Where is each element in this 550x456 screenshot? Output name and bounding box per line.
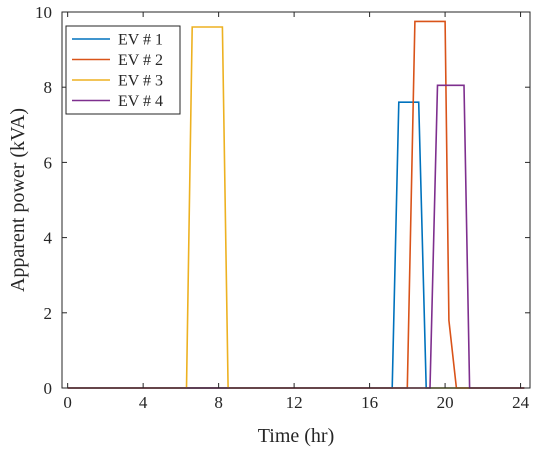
x-tick-label: 20 (437, 393, 454, 412)
plot-frame (61, 11, 531, 389)
legend-label-ev-2: EV # 2 (118, 52, 163, 69)
x-tick-label: 8 (214, 393, 223, 412)
x-tick-label: 24 (512, 393, 530, 412)
x-tick-label: 0 (63, 393, 72, 412)
legend-label-ev-1: EV # 1 (118, 32, 163, 49)
y-tick-label: 6 (44, 153, 53, 172)
y-tick-label: 10 (35, 3, 52, 22)
legend-label-ev-3: EV # 3 (118, 73, 163, 90)
x-tick-label: 16 (361, 393, 378, 412)
x-tick-label: 4 (139, 393, 148, 412)
y-tick-label: 8 (44, 78, 53, 97)
x-tick-label: 12 (286, 393, 303, 412)
y-axis-label: Apparent power (kVA) (7, 108, 29, 292)
x-axis-label: Time (hr) (258, 425, 334, 447)
y-tick-label: 4 (44, 229, 53, 248)
legend-box (65, 25, 181, 115)
y-tick-label: 0 (44, 379, 53, 398)
legend-label-ev-4: EV # 4 (118, 93, 163, 110)
legend: EV # 1 EV # 2 EV # 3 EV # 4 (65, 25, 181, 115)
y-tick-label: 2 (44, 304, 53, 323)
